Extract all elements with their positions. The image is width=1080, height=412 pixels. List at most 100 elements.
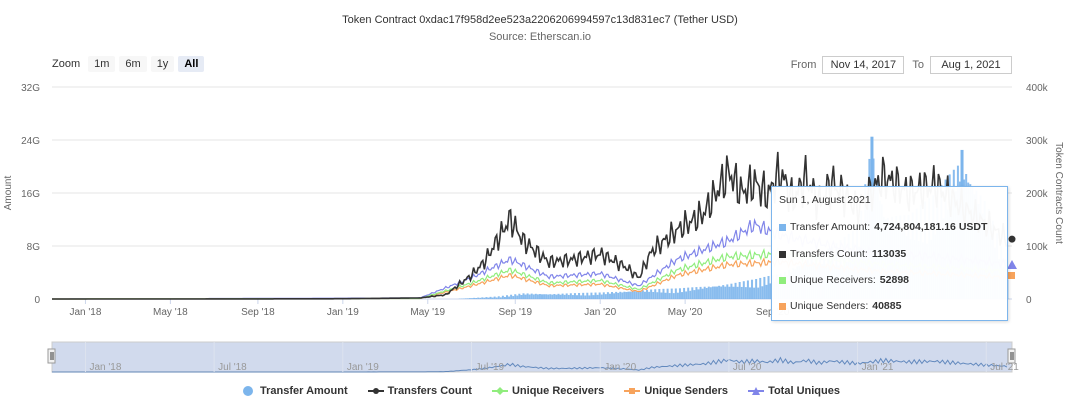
transfer-amount-bar: [734, 282, 737, 299]
zoom-1m-button[interactable]: 1m: [88, 56, 116, 72]
transfer-amount-bar: [466, 298, 469, 299]
tooltip-value: 40885: [872, 300, 902, 312]
legend-line-triangle-icon: [748, 387, 765, 395]
transfer-amount-bar: [582, 292, 585, 299]
transfer-amount-bar: [499, 297, 502, 299]
transfer-amount-bar: [751, 279, 754, 299]
chart-legend: Transfer Amount Transfers Count Unique R…: [0, 385, 1080, 397]
transfer-amount-bar: [611, 292, 614, 299]
navigator-tick-label: Jul '19: [476, 362, 505, 373]
transfer-amount-bar: [606, 292, 609, 299]
transfer-amount-bar: [530, 293, 533, 299]
transfer-amount-bar: [670, 288, 673, 299]
transfer-amount-bar: [685, 291, 688, 299]
legend-item-transfers-count[interactable]: Transfers Count: [367, 385, 472, 397]
transfer-amount-bar: [538, 294, 541, 299]
y-left-tick-label: 8G: [27, 242, 41, 253]
transfer-amount-bar: [464, 298, 467, 299]
navigator-tick-label: Jul '21: [990, 362, 1019, 373]
transfer-amount-bar: [613, 293, 616, 299]
transfer-amount-bar: [516, 295, 519, 299]
navigator-tick-label: Jul '20: [733, 362, 762, 373]
legend-item-unique-senders[interactable]: Unique Senders: [624, 385, 728, 397]
tooltip-label: Transfer Amount: [790, 221, 868, 233]
transfer-amount-bar: [722, 285, 725, 299]
transfer-amount-bar: [738, 282, 741, 299]
transfer-amount-bar: [740, 286, 743, 299]
transfer-amount-bar: [567, 294, 570, 299]
transfer-amount-bar: [683, 287, 686, 299]
legend-item-unique-receivers[interactable]: Unique Receivers: [491, 385, 604, 397]
transfer-amount-bar: [495, 297, 498, 299]
zoom-1y-button[interactable]: 1y: [150, 56, 175, 72]
transfer-amount-bar: [761, 286, 764, 299]
x-tick-label: May '18: [153, 307, 188, 318]
transfer-amount-bar: [753, 287, 756, 299]
zoom-6m-button[interactable]: 6m: [119, 56, 147, 72]
transfer-amount-bar: [660, 292, 663, 299]
transfer-amount-bar: [512, 296, 515, 299]
transfer-amount-bar: [763, 276, 766, 299]
to-date-input[interactable]: [930, 56, 1012, 74]
transfer-amount-bar: [586, 292, 589, 299]
navigator-tick-label: Jul '18: [218, 362, 247, 373]
legend-item-total-uniques[interactable]: Total Uniques: [748, 385, 840, 397]
tooltip-value: 4,724,804,181.16 USDT: [874, 221, 988, 233]
transfer-amount-bar: [590, 292, 593, 299]
transfer-amount-bar: [541, 294, 544, 299]
x-tick-label: May '19: [410, 307, 445, 318]
transfer-amount-bar: [547, 294, 550, 299]
tooltip-row-transfers-count: Transfers Count: 113035: [779, 248, 906, 260]
y-right-tick-label: 100k: [1026, 242, 1049, 253]
tooltip-row-unique-receivers: Unique Receivers: 52898: [779, 274, 909, 286]
transfer-amount-bar: [765, 284, 768, 299]
transfer-amount-bar: [635, 291, 638, 299]
transfer-amount-bar: [557, 293, 560, 299]
transfer-amount-bar: [608, 293, 611, 299]
y-left-tick-label: 24G: [21, 136, 40, 147]
transfer-amount-bar: [514, 294, 517, 299]
tooltip-value: 113035: [871, 248, 907, 260]
transfer-amount-bar: [691, 287, 694, 299]
transfer-amount-bar: [580, 295, 583, 299]
transfer-amount-bar: [707, 286, 710, 299]
transfer-amount-bar: [561, 293, 564, 299]
transfer-amount-bar: [584, 295, 587, 299]
transfer-amount-bar: [532, 294, 535, 299]
transfer-amount-bar: [518, 293, 521, 299]
transfer-amount-bar: [716, 286, 719, 299]
transfer-amount-bar: [477, 297, 480, 299]
series-color-swatch: [779, 223, 786, 231]
transfer-amount-bar: [555, 294, 558, 299]
transfer-amount-bar: [615, 291, 618, 299]
transfer-amount-bar: [491, 297, 494, 299]
transfer-amount-bar: [629, 291, 632, 299]
transfer-amount-bar: [757, 287, 760, 299]
legend-label: Transfer Amount: [260, 385, 348, 397]
navigator-tick-label: Jan '19: [347, 362, 379, 373]
transfer-amount-bar: [742, 281, 745, 299]
transfer-amount-bar: [759, 277, 762, 299]
transfer-amount-bar: [508, 296, 511, 299]
transfer-amount-bar: [681, 292, 684, 299]
total-uniques-hover-marker: [1007, 260, 1017, 269]
navigator-series-line: [52, 356, 1008, 373]
transfer-amount-bar: [569, 293, 572, 299]
transfer-amount-bar: [573, 293, 576, 299]
zoom-all-button[interactable]: All: [178, 56, 205, 72]
transfer-amount-bar: [481, 297, 484, 299]
tooltip-label: Transfers Count: [790, 248, 865, 260]
legend-label: Transfers Count: [387, 385, 472, 397]
transfer-amount-bar: [637, 290, 640, 299]
legend-label: Unique Senders: [644, 385, 729, 397]
transfer-amount-bar: [643, 291, 646, 299]
from-date-input[interactable]: [822, 56, 905, 74]
transfer-amount-bar: [621, 292, 624, 299]
series-color-swatch: [779, 250, 786, 258]
transfers-count-line: [52, 151, 1008, 300]
transfer-amount-bar: [652, 291, 655, 299]
legend-item-transfer-amount[interactable]: Transfer Amount: [240, 385, 348, 397]
transfer-amount-bar: [664, 292, 667, 299]
transfer-amount-bar: [668, 293, 671, 299]
transfer-amount-bar: [718, 285, 721, 299]
